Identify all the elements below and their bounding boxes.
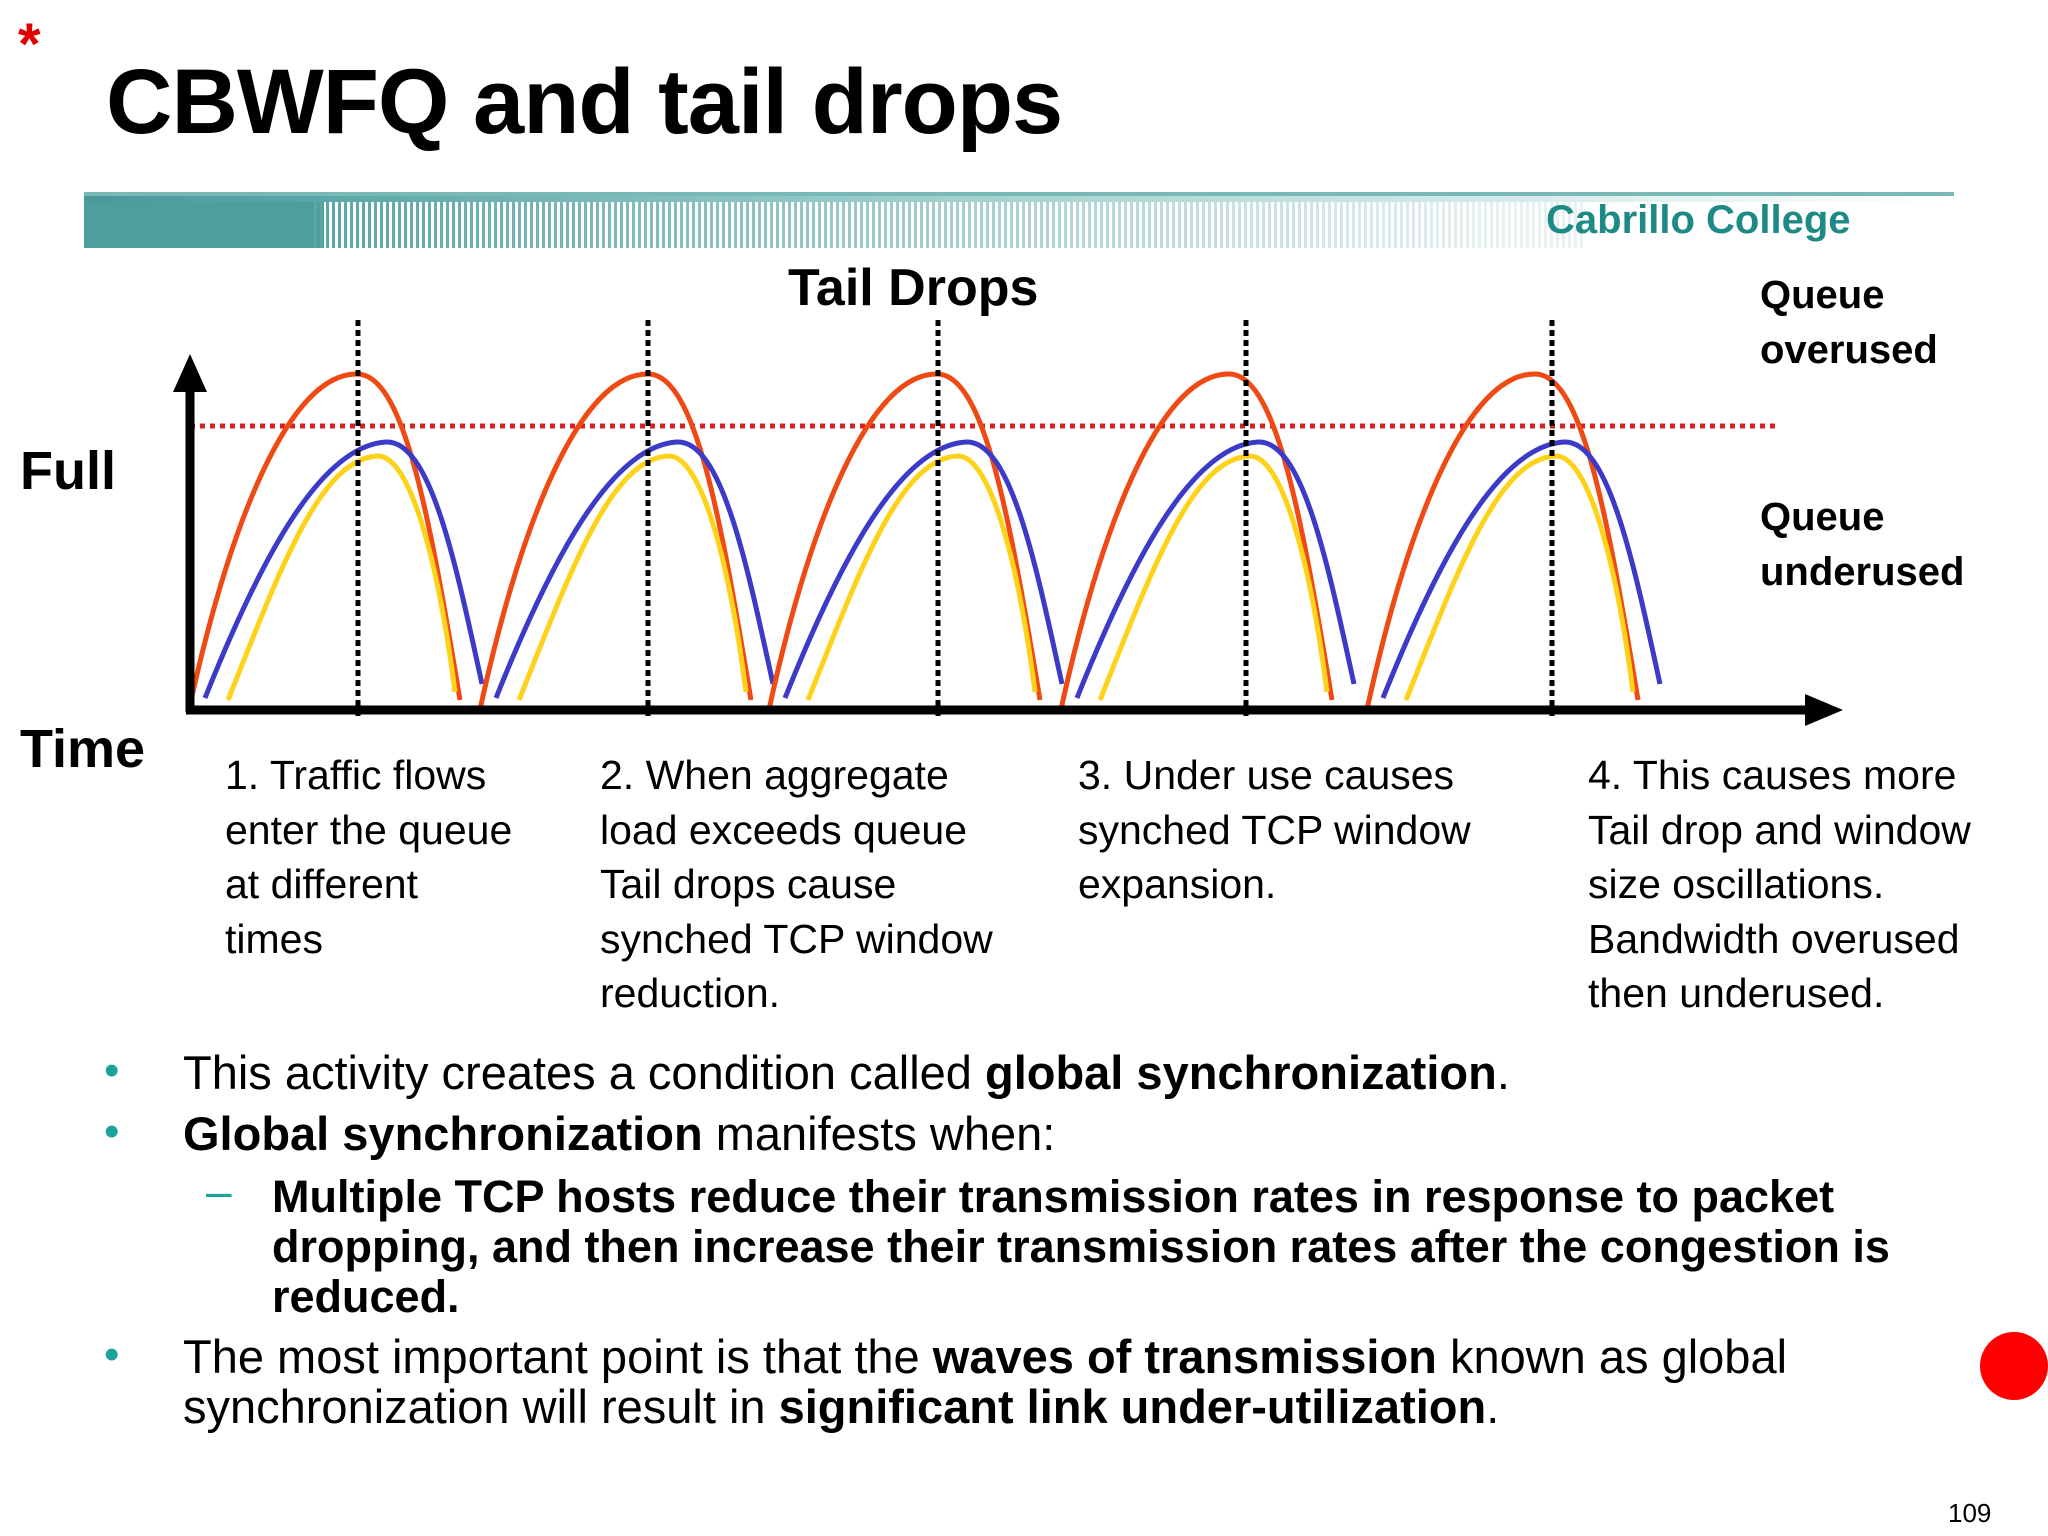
header-banner <box>84 192 1954 248</box>
y-axis-arrow <box>173 354 207 392</box>
bullet-1: This activity creates a condition called… <box>183 1046 1510 1099</box>
bullet-icon: • <box>104 1046 120 1095</box>
bullet-icon: • <box>104 1107 120 1156</box>
blue-flow-curve <box>493 439 776 699</box>
step-2-caption: 2. When aggregate load exceeds queue Tail … <box>600 752 993 1016</box>
diagram-title: Tail Drops <box>788 259 1039 317</box>
slide-marker: * <box>18 12 41 77</box>
blue-flow-curve <box>1074 439 1357 699</box>
yellow-flow-curve <box>1097 453 1330 701</box>
red-flow-curve <box>1057 371 1335 715</box>
yellow-flow-curve <box>805 453 1038 701</box>
sub-bullet-dash: – <box>206 1165 232 1217</box>
y-axis-label: Full <box>20 441 116 501</box>
step-4-caption: 4. This causes more Tail drop and window s… <box>1588 752 1971 1016</box>
x-axis-label: Time <box>20 719 146 779</box>
tail-drops-diagram <box>173 320 1843 726</box>
bullet-icon: • <box>104 1330 120 1379</box>
queue-underused-label: Queue underused <box>1760 495 1965 594</box>
x-axis-arrow <box>1805 694 1843 726</box>
step-3-caption: 3. Under use causes synched TCP window exp… <box>1078 752 1471 907</box>
yellow-flow-curve <box>225 453 458 701</box>
bullet-2: Global synchronization manifests when: <box>183 1107 1056 1160</box>
red-flow-curve <box>1363 371 1641 715</box>
page-number: 109 <box>1948 1498 1992 1528</box>
college-logo-text: Cabrillo College <box>1546 198 1851 242</box>
bullet-3: The most important point is that the wav… <box>183 1330 1788 1433</box>
yellow-flow-curve <box>516 453 749 701</box>
sub-bullet-1: Multiple TCP hosts reduce their transmis… <box>272 1171 1890 1322</box>
pointer-dot <box>1980 1332 2048 1400</box>
step-1-caption: 1. Traffic flows enter the queue at differ… <box>225 752 513 962</box>
blue-flow-curve <box>782 439 1065 699</box>
blue-flow-curve <box>202 439 485 699</box>
blue-flow-curve <box>1380 439 1663 699</box>
queue-overused-label: Queue overused <box>1760 273 1938 372</box>
slide-title: CBWFQ and tail drops <box>106 51 1063 153</box>
yellow-flow-curve <box>1403 453 1636 701</box>
